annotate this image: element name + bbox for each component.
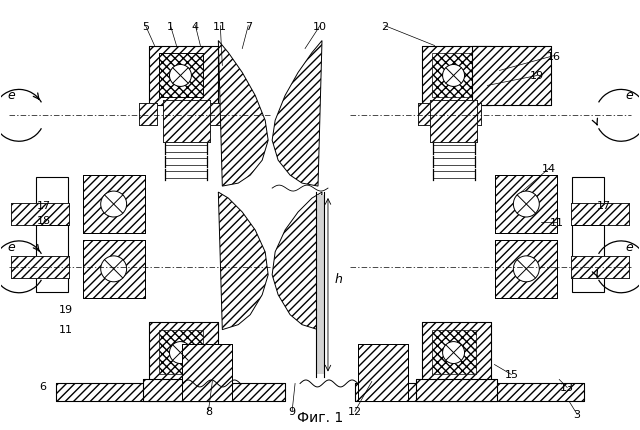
Bar — [572, 178, 604, 292]
Bar — [182, 344, 232, 402]
Text: 13: 13 — [560, 383, 574, 393]
Circle shape — [443, 65, 465, 87]
Bar — [418, 104, 436, 126]
Bar — [139, 104, 157, 126]
Text: e: e — [625, 240, 633, 253]
Text: 8: 8 — [205, 406, 212, 416]
Text: 12: 12 — [348, 406, 362, 416]
Bar — [422, 46, 492, 106]
Polygon shape — [218, 193, 268, 330]
Bar — [148, 46, 218, 106]
Bar — [148, 46, 218, 106]
Bar — [148, 322, 218, 381]
Bar — [422, 322, 492, 381]
Bar — [143, 380, 224, 402]
Bar — [83, 240, 145, 298]
Text: 5: 5 — [142, 22, 149, 31]
Circle shape — [170, 65, 191, 87]
Bar — [571, 256, 629, 278]
Bar — [418, 104, 436, 126]
Text: 7: 7 — [244, 22, 252, 31]
Bar — [422, 46, 492, 106]
Text: 4: 4 — [192, 22, 199, 31]
Bar — [495, 240, 557, 298]
Bar — [355, 384, 584, 402]
Polygon shape — [218, 41, 268, 187]
Text: 10: 10 — [313, 22, 327, 31]
Bar — [148, 322, 218, 381]
Text: 15: 15 — [504, 370, 518, 380]
Text: 16: 16 — [547, 52, 561, 61]
Text: 1: 1 — [167, 22, 174, 31]
Text: 17: 17 — [36, 200, 51, 211]
Text: 19: 19 — [530, 71, 545, 81]
Text: 11: 11 — [59, 324, 73, 334]
Bar — [200, 104, 222, 126]
Bar — [143, 380, 224, 402]
Text: 17: 17 — [597, 200, 611, 211]
Bar — [355, 384, 584, 402]
Bar — [316, 196, 324, 375]
Bar — [472, 104, 481, 126]
Bar — [358, 344, 408, 402]
Bar — [56, 384, 285, 402]
Bar — [139, 104, 157, 126]
Circle shape — [100, 256, 127, 282]
Bar — [11, 256, 69, 278]
Text: 6: 6 — [39, 381, 46, 392]
Text: e: e — [625, 89, 633, 102]
Bar — [11, 203, 69, 225]
Bar — [571, 256, 629, 278]
Bar — [182, 344, 232, 402]
Text: 11: 11 — [550, 218, 564, 227]
Bar — [358, 344, 408, 402]
Bar — [83, 176, 145, 233]
Circle shape — [513, 256, 540, 282]
Bar — [472, 46, 551, 106]
Bar — [495, 176, 557, 233]
Bar — [159, 53, 204, 98]
Bar — [83, 240, 145, 298]
Bar — [571, 203, 629, 225]
Text: e: e — [7, 89, 15, 102]
Bar — [422, 322, 492, 381]
Bar — [163, 101, 211, 143]
Circle shape — [100, 192, 127, 218]
Bar — [11, 256, 69, 278]
Bar — [571, 203, 629, 225]
Text: e: e — [7, 240, 15, 253]
Bar — [472, 46, 551, 106]
Bar — [416, 380, 497, 402]
Text: 3: 3 — [573, 409, 580, 419]
Bar — [159, 330, 204, 375]
Bar — [83, 176, 145, 233]
Bar — [36, 178, 68, 292]
Bar — [200, 104, 222, 126]
Text: 11: 11 — [213, 22, 227, 31]
Bar — [163, 101, 211, 143]
Bar — [431, 330, 477, 375]
Bar — [416, 380, 497, 402]
Text: 9: 9 — [289, 406, 296, 416]
Circle shape — [513, 192, 540, 218]
Circle shape — [170, 342, 191, 364]
Bar — [431, 53, 477, 98]
Polygon shape — [272, 41, 322, 187]
Text: 2: 2 — [381, 22, 388, 31]
Bar — [472, 104, 481, 126]
Bar — [11, 203, 69, 225]
Bar — [495, 240, 557, 298]
Bar — [159, 53, 204, 98]
Text: 14: 14 — [542, 164, 556, 174]
Text: Фиг. 1: Фиг. 1 — [297, 410, 343, 424]
Bar — [495, 176, 557, 233]
Text: h: h — [335, 272, 343, 285]
Bar — [429, 101, 477, 143]
Text: 18: 18 — [36, 215, 51, 225]
Bar — [56, 384, 285, 402]
Bar — [429, 101, 477, 143]
Text: 19: 19 — [59, 304, 73, 314]
Circle shape — [443, 342, 465, 364]
Polygon shape — [272, 193, 322, 330]
